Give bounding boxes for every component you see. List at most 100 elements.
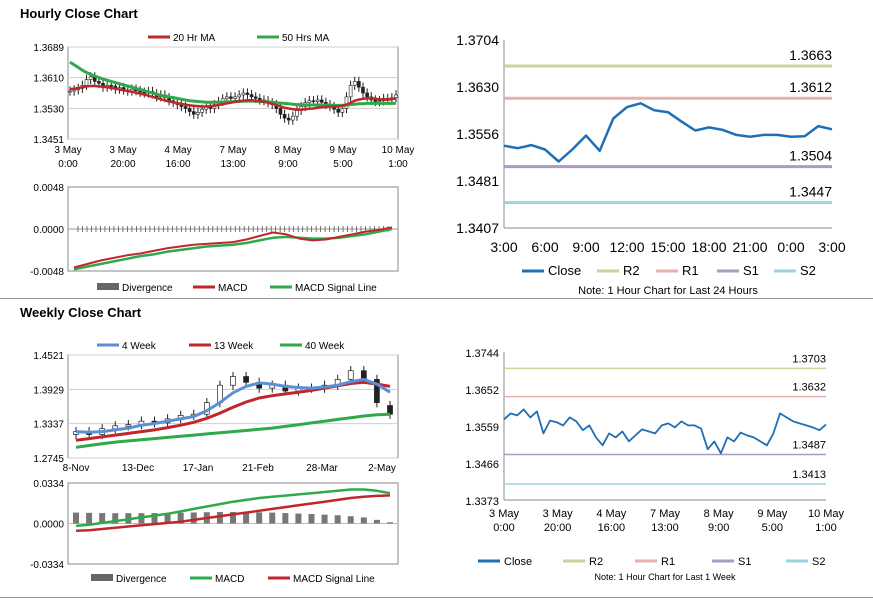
hourly-candle [187, 108, 192, 112]
weekly-divergence-bar [373, 519, 380, 524]
hourly-pivot-legend-label: S2 [800, 263, 816, 278]
hourly-pivot-xtick: 3:00 [818, 239, 845, 255]
hourly-candle [373, 99, 378, 102]
hourly-candle-xtick-date: 4 May [164, 145, 191, 156]
hourly-candle [307, 100, 312, 103]
weekly-divergence-bar [347, 516, 354, 524]
hourly-macd-ytick: 0.0000 [33, 225, 64, 236]
weekly-macd-ytick: -0.0334 [30, 560, 64, 571]
hourly-candle [295, 110, 299, 117]
hourly-candle-ytick: 1.3530 [33, 104, 64, 115]
hourly-candle [352, 81, 357, 86]
weekly-ma4-line [75, 377, 391, 434]
weekly-divergence-bar [387, 522, 393, 524]
hourly-pivot-legend-label: S1 [743, 263, 759, 278]
hourly-candle [68, 90, 72, 93]
hourly-pivot-note: Note: 1 Hour Chart for Last 24 Hours [578, 285, 758, 297]
weekly-pivot-ytick: 1.3373 [465, 496, 499, 508]
hourly-pivot-legend-label: Close [548, 263, 581, 278]
weekly-pivot-legend-label: S2 [812, 556, 825, 568]
legend-ma50-label: 50 Hrs MA [282, 33, 330, 44]
weekly-pivot-xtick-date: 9 May [757, 508, 787, 520]
hourly-candle [249, 94, 254, 98]
hourly-candle-xtick-date: 8 May [274, 145, 301, 156]
weekly-divergence-bar [360, 517, 367, 524]
weekly-candle-ytick: 1.2745 [33, 454, 64, 465]
hourly-candle [191, 111, 196, 115]
hourly-pivot-xtick: 18:00 [691, 239, 726, 255]
hourly-candle [315, 99, 320, 102]
weekly-divergence-bar [177, 512, 184, 524]
legend-weekly-signal-label: MACD Signal Line [293, 574, 375, 585]
hourly-pivot-legend-label: R2 [623, 263, 640, 278]
weekly-pivot-ytick: 1.3652 [465, 385, 499, 397]
hourly-candle-xtick-time: 16:00 [165, 159, 190, 170]
hourly-candle [233, 96, 237, 99]
hourly-candle [225, 96, 229, 100]
weekly-signal-line [75, 494, 391, 533]
hourly-candle-xtick-date: 3 May [54, 145, 81, 156]
legend-hourly-divergence-swatch [97, 283, 119, 290]
weekly-pivot-legend-label: Close [504, 556, 532, 568]
weekly-ma40-line [75, 412, 391, 449]
hourly-ma20-line [69, 84, 397, 111]
hourly-candle [88, 76, 93, 80]
weekly-pivot-xtick-date: 8 May [704, 508, 734, 520]
weekly-pivot-xtick-date: 3 May [543, 508, 573, 520]
hourly-pivot-level-label-r1: 1.3612 [789, 79, 832, 95]
weekly-candle-xtick: 13-Dec [122, 463, 154, 474]
weekly-candle-xtick: 8-Nov [63, 463, 90, 474]
hourly-candle-xtick-date: 3 May [109, 145, 136, 156]
legend-weekly-divergence-swatch [91, 574, 113, 581]
weekly-divergence-bar [99, 513, 106, 524]
hourly-pivot-legend-label: R1 [682, 263, 699, 278]
hourly-pivot-xtick: 12:00 [609, 239, 644, 255]
weekly-divergence-bar [216, 511, 223, 524]
weekly-divergence-bar [282, 513, 289, 524]
hourly-candle [291, 115, 295, 121]
legend-ma40-label: 40 Week [305, 341, 345, 352]
hourly-candle [229, 96, 233, 99]
weekly-pivot-legend-label: S1 [738, 556, 751, 568]
weekly-pivot-ytick: 1.3559 [465, 422, 499, 434]
hourly-pivot-xtick: 0:00 [777, 239, 804, 255]
hourly-candle [109, 84, 114, 87]
legend-ma4-label: 4 Week [122, 341, 157, 352]
hourly-candle [344, 96, 349, 109]
weekly-macd-ytick: 0.0000 [33, 520, 64, 531]
weekly-candle-xtick: 2-May [368, 463, 396, 474]
weekly-candle [243, 376, 249, 383]
hourly-candle [377, 100, 382, 103]
weekly-macd-ytick: 0.0334 [33, 479, 64, 490]
hourly-candle [72, 89, 76, 92]
weekly-candle-xtick: 21-Feb [242, 463, 274, 474]
weekly-divergence-bar [243, 512, 250, 524]
weekly-pivot-close-line [503, 408, 827, 455]
hourly-pivot-ytick: 1.3630 [456, 79, 499, 95]
hourly-pivot-level-label-r2: 1.3663 [789, 47, 832, 63]
hourly-candle [282, 113, 287, 119]
weekly-pivot-level-label-s1: 1.3487 [792, 440, 826, 452]
weekly-divergence-bar [308, 514, 315, 524]
hourly-candle [253, 96, 258, 99]
hourly-candle-ytick: 1.3610 [33, 74, 64, 85]
weekly-pivot-legend-label: R1 [661, 556, 675, 568]
hourly-pivot-xtick: 9:00 [572, 239, 599, 255]
hourly-pivot-xtick: 15:00 [650, 239, 685, 255]
hourly-candle [319, 99, 324, 103]
weekly-macd-line [75, 488, 391, 528]
hourly-candle [286, 117, 291, 121]
hourly-candle-xtick-time: 5:00 [333, 159, 353, 170]
weekly-candle [125, 424, 132, 427]
hourly-candle-xtick-time: 9:00 [278, 159, 298, 170]
legend-weekly-divergence-label: Divergence [116, 574, 167, 585]
weekly-candle-ytick: 1.3337 [33, 420, 64, 431]
hourly-candle [278, 108, 283, 115]
weekly-pivot-xtick-time: 0:00 [493, 522, 514, 534]
hourly-pivot-level-label-s2: 1.3447 [789, 184, 832, 200]
hourly-candle-ytick: 1.3689 [33, 43, 64, 54]
weekly-candle [347, 370, 354, 380]
hourly-candle [311, 100, 316, 103]
weekly-pivot-xtick-time: 13:00 [651, 522, 679, 534]
weekly-pivot-xtick-date: 10 May [808, 508, 845, 520]
